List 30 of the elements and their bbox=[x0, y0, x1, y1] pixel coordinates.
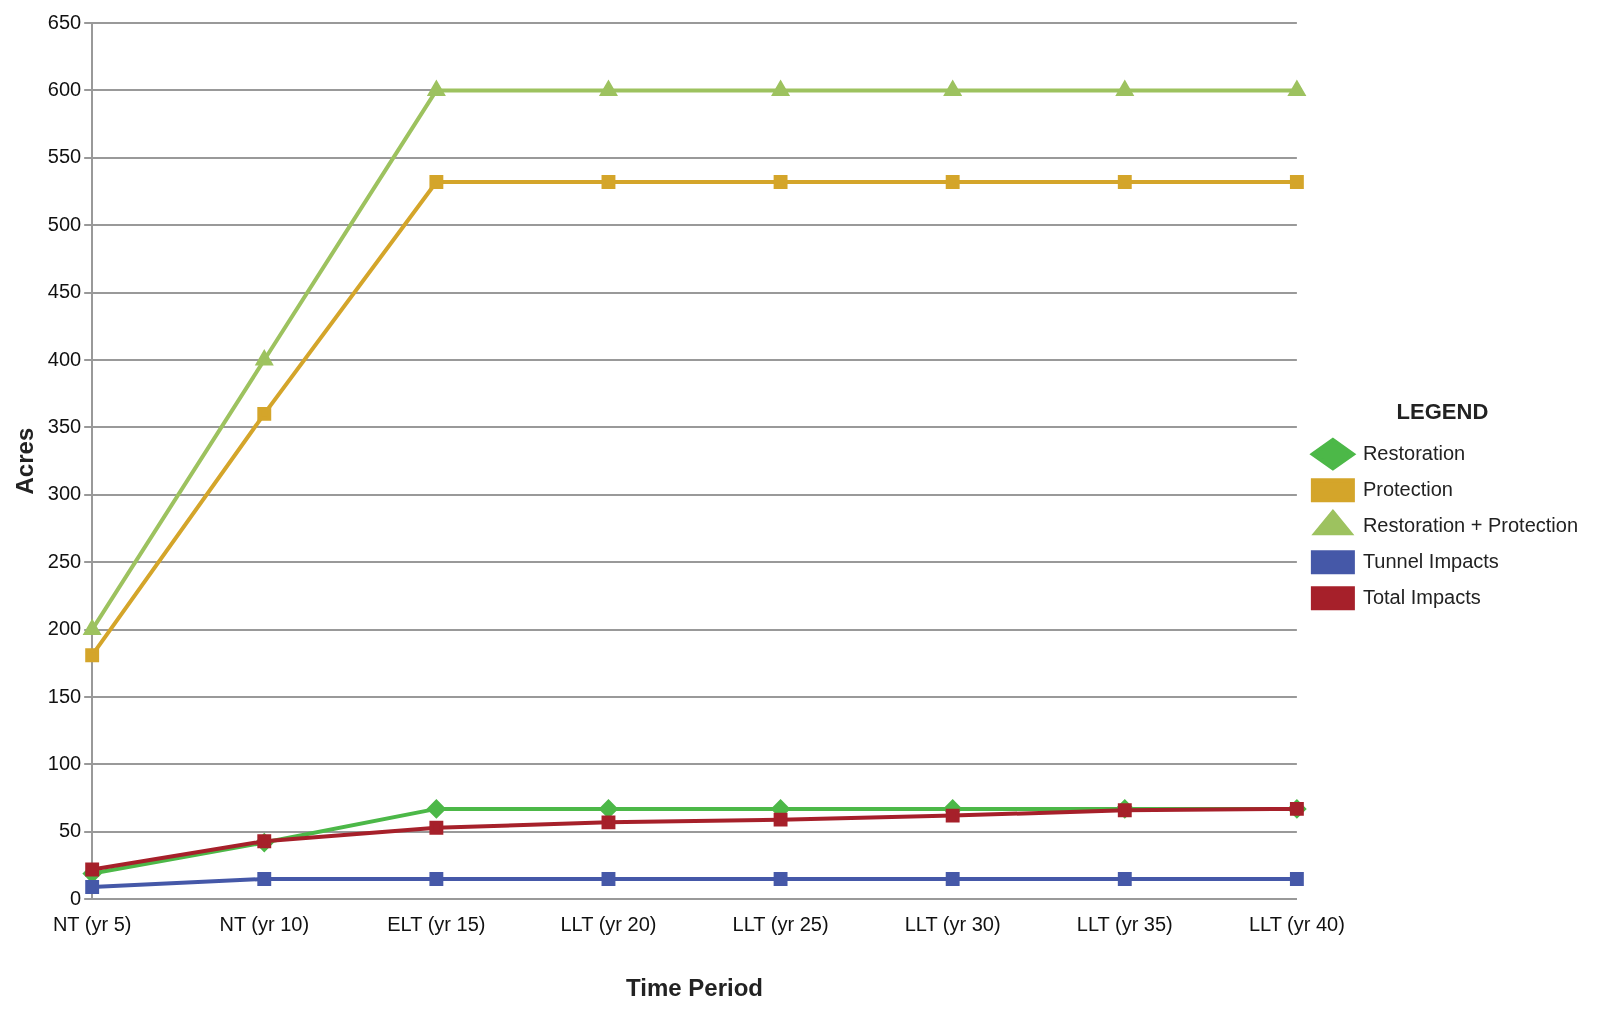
y-tick-label: 200 bbox=[47, 617, 82, 640]
x-tick-label: LLT (yr 20) bbox=[560, 912, 657, 935]
x-tick-label: LLT (yr 25) bbox=[732, 912, 829, 935]
x-axis-title: Time Period bbox=[626, 974, 763, 1002]
y-tick-label: 0 bbox=[70, 886, 82, 909]
y-tick-label: 550 bbox=[47, 145, 82, 168]
x-tick-label: LLT (yr 40) bbox=[1248, 912, 1345, 935]
x-tick-label: NT (yr 5) bbox=[52, 912, 132, 935]
legend-label: Restoration bbox=[1362, 441, 1466, 464]
y-tick-label: 650 bbox=[47, 10, 82, 33]
y-tick-label: 250 bbox=[47, 549, 82, 572]
y-tick-label: 100 bbox=[47, 751, 82, 774]
y-axis-title: Acres bbox=[11, 427, 39, 495]
y-tick-label: 300 bbox=[47, 482, 82, 505]
x-tick-label: LLT (yr 30) bbox=[904, 912, 1001, 935]
y-tick-label: 350 bbox=[47, 414, 82, 437]
y-tick-label: 500 bbox=[47, 212, 82, 235]
legend-label: Total Impacts bbox=[1362, 585, 1481, 608]
y-tick-label: 150 bbox=[47, 684, 82, 707]
x-tick-label: LLT (yr 35) bbox=[1076, 912, 1173, 935]
y-tick-label: 450 bbox=[47, 280, 82, 303]
x-tick-label: ELT (yr 15) bbox=[387, 912, 486, 935]
legend-label: Protection bbox=[1362, 477, 1453, 500]
legend-label: Restoration + Protection bbox=[1362, 513, 1579, 536]
y-tick-label: 400 bbox=[47, 347, 82, 370]
y-tick-label: 600 bbox=[47, 77, 82, 100]
x-tick-label: NT (yr 10) bbox=[219, 912, 310, 935]
legend-title: LEGEND bbox=[1396, 398, 1489, 424]
legend-label: Tunnel Impacts bbox=[1362, 549, 1499, 572]
y-tick-label: 50 bbox=[58, 819, 82, 842]
